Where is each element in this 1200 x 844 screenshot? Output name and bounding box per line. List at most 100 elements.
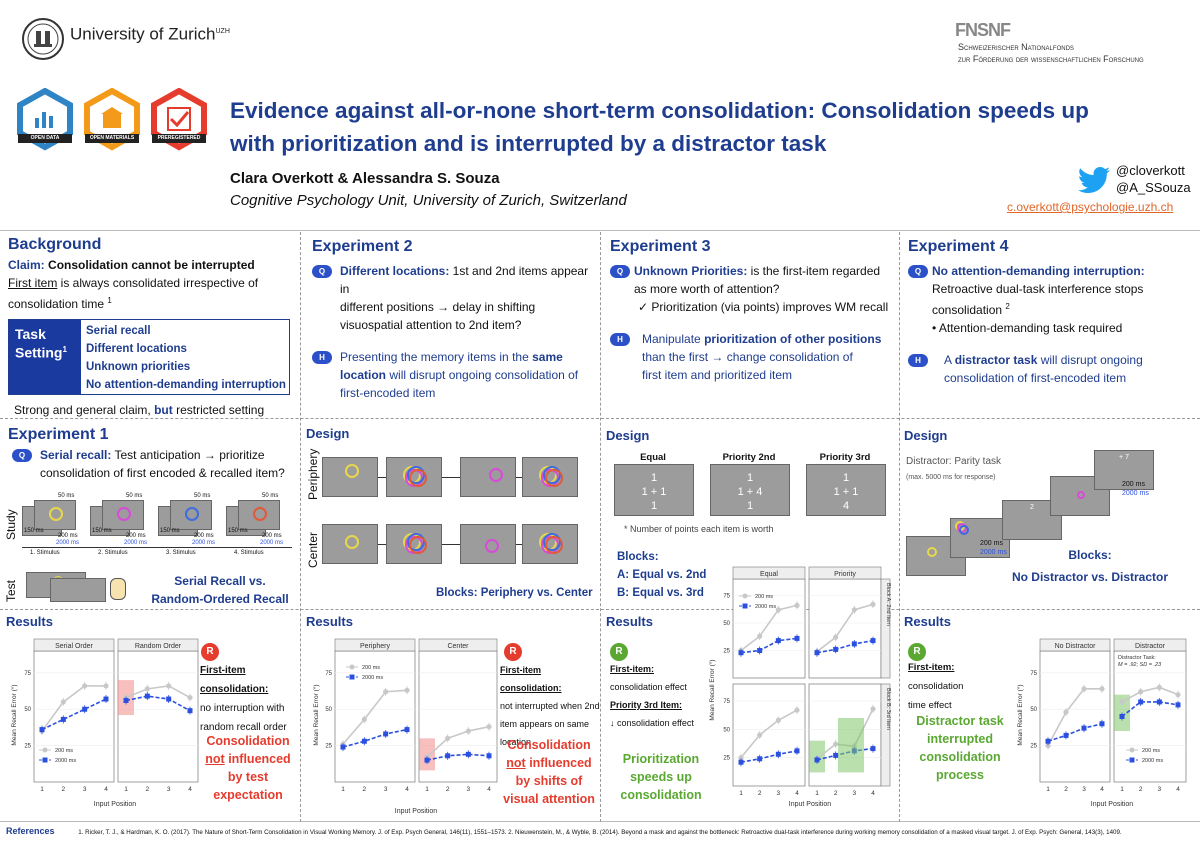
twitter-icon <box>1077 167 1111 200</box>
x-tick-label: 2 <box>146 786 150 793</box>
series-line <box>740 709 798 759</box>
data-point <box>1175 692 1181 698</box>
results4-heading: Results <box>904 614 951 629</box>
open-materials-label: OPEN MATERIALS <box>89 135 135 141</box>
design4-heading: Design <box>904 428 948 443</box>
exp3-question: Q Unknown Priorities: is the first-item … <box>610 262 896 316</box>
data-point <box>166 683 172 689</box>
email-link[interactable]: c.overkott@psychologie.uzh.ch <box>1007 200 1174 214</box>
data-point <box>123 697 129 703</box>
exp3-heading: Experiment 3 <box>610 238 711 255</box>
data-point <box>39 727 45 733</box>
results1-badge: R <box>201 641 219 661</box>
points-value: 4 <box>842 500 850 512</box>
panel-side-title: Block B: 3rd Item <box>885 688 891 730</box>
time-200: 200 ms <box>980 540 1003 547</box>
time-2000: 2000 ms <box>192 540 216 546</box>
stimulus-ring <box>489 468 503 482</box>
time-150: 150 ms <box>24 528 44 534</box>
x-tick-label: 3 <box>1158 786 1162 793</box>
data-point <box>1045 738 1051 744</box>
design2-section: Design <box>306 426 596 441</box>
data-point <box>757 648 763 653</box>
data-point <box>445 753 451 759</box>
data-point <box>1156 699 1162 705</box>
task-item-unknown-priorities: Unknown priorities <box>86 361 191 373</box>
h-badge: H <box>312 351 332 364</box>
data-point <box>383 689 389 695</box>
claim-label: Claim: <box>8 258 45 272</box>
data-point <box>361 716 367 723</box>
open-data-badge: OPEN DATA <box>16 87 74 154</box>
data-point <box>757 732 763 738</box>
results1-heading: Results <box>6 614 53 629</box>
data-point <box>833 634 839 640</box>
time-200: 200 ms <box>262 533 282 539</box>
data-point <box>187 708 193 714</box>
twitter-handle-1[interactable]: @cloverkott <box>1116 163 1185 178</box>
snf-line1: Schweizerischer Nationalfonds <box>958 42 1074 52</box>
consolidation-time: consolidation time <box>8 297 105 311</box>
exp4-hypothesis: H A distractor task will disrupt ongoing… <box>908 351 1196 387</box>
series-line <box>41 685 106 732</box>
data-point <box>738 650 744 656</box>
data-point <box>738 759 744 765</box>
distractor-task-stats: M = .92; SD = .23 <box>1118 662 1162 668</box>
time-200: 200 ms <box>1122 481 1145 488</box>
references-text: 1. Ricker, T. J., & Hardman, K. O. (2017… <box>78 829 1122 836</box>
exp2-question: Q Different locations: 1st and 2nd items… <box>312 262 596 334</box>
results4-conclusion: Distractor task interrupted consolidatio… <box>916 714 1004 782</box>
experiment1-section: Experiment 1 Q Serial recall: Test antic… <box>8 426 298 482</box>
results3-conclusion: Prioritization speeds up consolidation <box>620 752 702 802</box>
exp2-screen <box>522 457 578 497</box>
university-name: University of ZurichUZH <box>70 22 230 44</box>
data-point <box>82 683 88 689</box>
y-tick-label: 25 <box>1030 744 1037 750</box>
x-tick-label: 1 <box>1046 786 1050 793</box>
uzh-superscript: UZH <box>215 28 230 35</box>
data-point <box>1138 689 1144 695</box>
data-point <box>486 724 492 730</box>
background-section: Background Claim: Consolidation cannot b… <box>8 236 296 419</box>
points-value: 1 <box>746 500 754 512</box>
task-setting-box: Task Setting1 Serial recall Different lo… <box>8 319 290 395</box>
references: References 1. Ricker, T. J., & Hardman, … <box>6 826 1196 838</box>
uzh-seal-icon <box>27 23 59 55</box>
study-axis-line <box>22 547 292 548</box>
design2-blocks: Blocks: Periphery vs. Center <box>436 587 593 599</box>
data-point <box>794 635 800 641</box>
panel-side-title: Block A: 2nd Item <box>885 583 891 626</box>
time-50: 50 ms <box>58 493 75 499</box>
x-tick-label: 2 <box>1139 786 1143 793</box>
y-axis-label: Mean Recall Error (°) <box>708 659 716 720</box>
snf-line2: zur Förderung der wissenschaftlichen For… <box>958 54 1144 64</box>
exp2-screen <box>322 457 378 497</box>
exp4-screen <box>1050 476 1110 516</box>
x-tick-label: 1 <box>815 790 819 797</box>
exp2-heading: Experiment 2 <box>312 238 413 255</box>
data-point <box>1119 714 1125 719</box>
exp4-question: Q No attention-demanding interruption: R… <box>908 262 1196 337</box>
series-line <box>816 639 874 654</box>
stimulus-screen <box>34 500 76 530</box>
x-tick-label: 3 <box>467 786 471 793</box>
ref1-sup: 1 <box>107 296 112 305</box>
preregistered-badge: PREREGISTERED <box>150 87 208 154</box>
data-point <box>1045 743 1051 749</box>
x-tick-label: 1 <box>739 790 743 797</box>
claim-text: Consolidation cannot be interrupted <box>48 258 255 272</box>
stimulus-ring <box>185 507 199 521</box>
results3-heading: Results <box>606 614 653 629</box>
university-name-text: University of Zurich <box>70 24 216 44</box>
panel-strip <box>117 638 199 652</box>
time-200: 200 ms <box>194 533 214 539</box>
data-point <box>82 706 88 712</box>
probe-ring <box>409 469 427 487</box>
data-point <box>404 727 410 733</box>
task-items: Serial recall Different locations Unknow… <box>86 322 286 394</box>
exp1-test-screen-2 <box>50 578 106 602</box>
data-point <box>833 741 839 747</box>
data-point <box>445 735 451 741</box>
exp2-screen <box>460 524 516 564</box>
twitter-handle-2[interactable]: @A_SSouza <box>1116 180 1191 195</box>
